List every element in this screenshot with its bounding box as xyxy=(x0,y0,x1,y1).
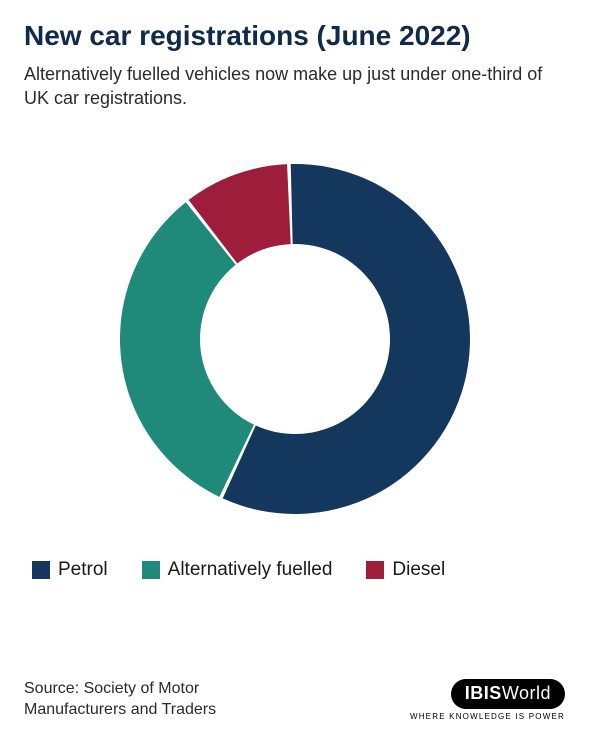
logo-brand-bold: IBIS xyxy=(465,683,502,703)
donut-chart-wrap xyxy=(24,149,565,529)
logo-brand-light: World xyxy=(502,683,551,703)
legend-swatch xyxy=(366,561,384,579)
footer: Source: Society of Motor Manufacturers a… xyxy=(24,678,565,721)
chart-title: New car registrations (June 2022) xyxy=(24,20,565,52)
logo-tagline: WHERE KNOWLEDGE IS POWER xyxy=(410,712,565,721)
legend-label: Petrol xyxy=(58,559,108,581)
legend-swatch xyxy=(142,561,160,579)
legend: Petrol Alternatively fuelled Diesel xyxy=(24,559,565,581)
chart-container: New car registrations (June 2022) Altern… xyxy=(0,0,589,735)
legend-item-petrol: Petrol xyxy=(32,559,108,581)
legend-item-alternatively-fuelled: Alternatively fuelled xyxy=(142,559,333,581)
ibisworld-logo: IBISWorld WHERE KNOWLEDGE IS POWER xyxy=(410,679,565,721)
chart-subtitle: Alternatively fuelled vehicles now make … xyxy=(24,62,544,111)
legend-label: Diesel xyxy=(392,559,445,581)
logo-pill: IBISWorld xyxy=(451,679,565,709)
source-text: Source: Society of Motor Manufacturers a… xyxy=(24,678,304,721)
legend-label: Alternatively fuelled xyxy=(168,559,333,581)
legend-item-diesel: Diesel xyxy=(366,559,445,581)
donut-chart xyxy=(105,149,485,529)
legend-swatch xyxy=(32,561,50,579)
